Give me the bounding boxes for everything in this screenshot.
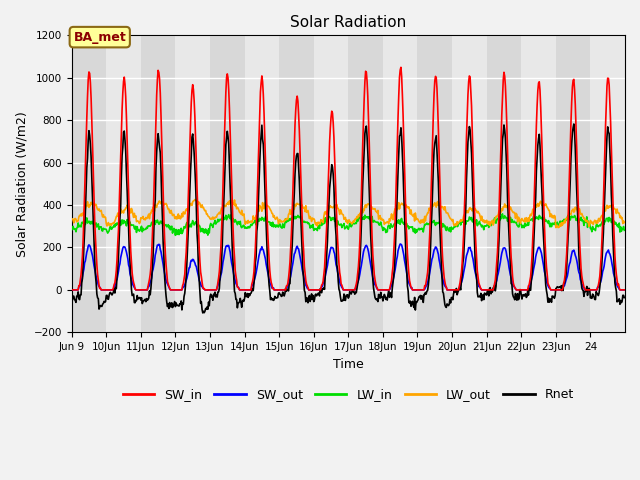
Bar — [106, 36, 141, 332]
Y-axis label: Solar Radiation (W/m2): Solar Radiation (W/m2) — [15, 111, 28, 257]
X-axis label: Time: Time — [333, 358, 364, 371]
Bar — [521, 36, 556, 332]
Bar — [141, 36, 175, 332]
Bar — [452, 36, 486, 332]
Legend: SW_in, SW_out, LW_in, LW_out, Rnet: SW_in, SW_out, LW_in, LW_out, Rnet — [118, 383, 579, 406]
Bar — [556, 36, 591, 332]
Bar — [486, 36, 521, 332]
Bar — [348, 36, 383, 332]
Bar — [244, 36, 279, 332]
Text: BA_met: BA_met — [74, 31, 126, 44]
Bar — [279, 36, 314, 332]
Bar — [591, 36, 625, 332]
Bar — [314, 36, 348, 332]
Bar — [383, 36, 417, 332]
Bar — [72, 36, 106, 332]
Bar — [175, 36, 210, 332]
Bar — [210, 36, 244, 332]
Title: Solar Radiation: Solar Radiation — [290, 15, 406, 30]
Bar — [417, 36, 452, 332]
